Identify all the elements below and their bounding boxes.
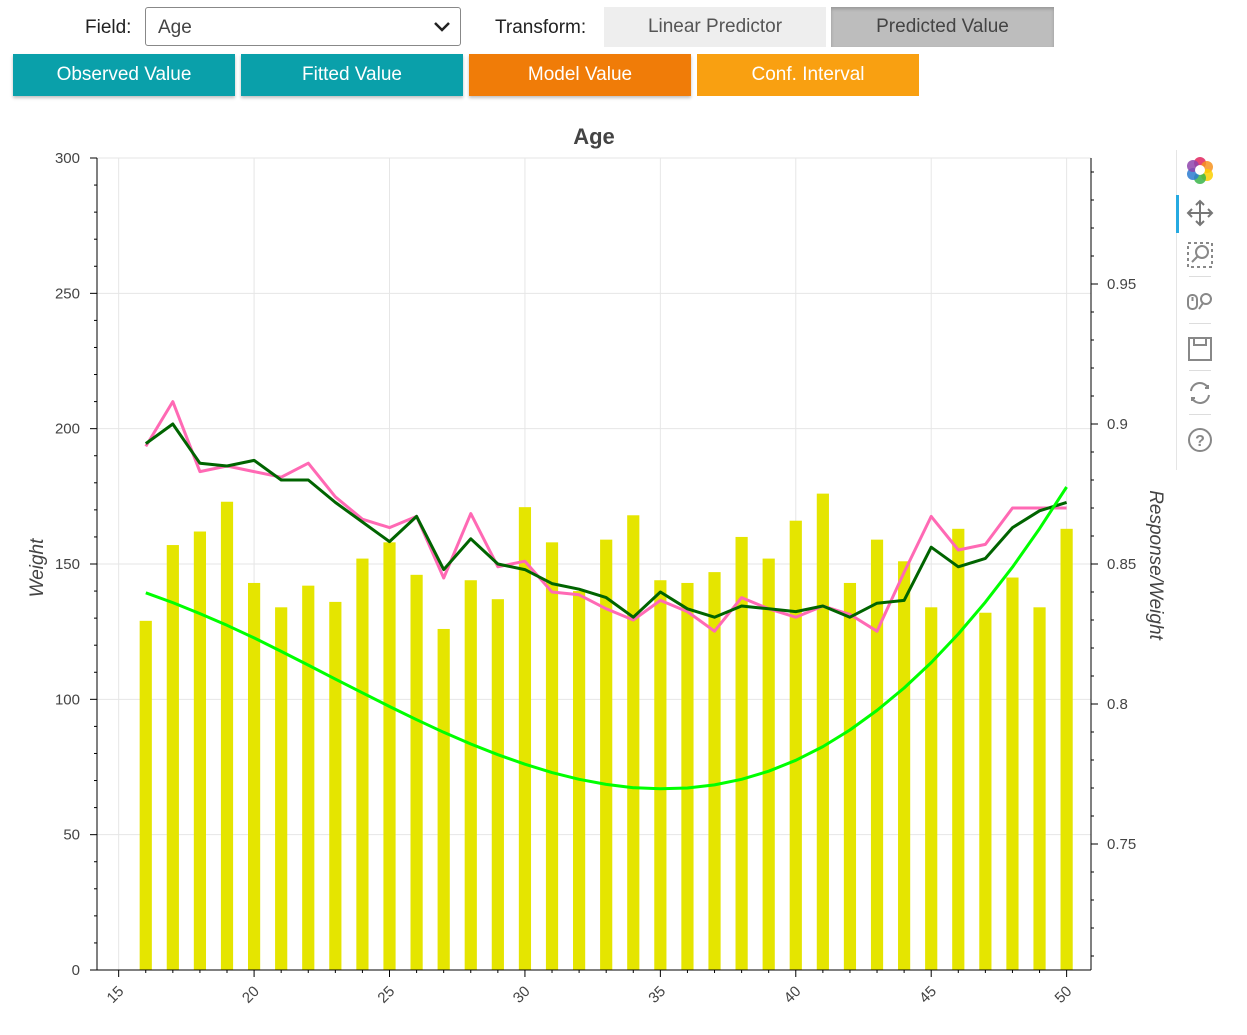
toolbar-divider [1189, 414, 1211, 415]
x-tick-label: 50 [1052, 983, 1076, 1007]
weight-bar [952, 528, 965, 970]
weight-bar [545, 542, 559, 970]
svg-text:?: ? [1195, 433, 1205, 450]
y2-tick-label: 0.9 [1107, 416, 1128, 433]
y2-tick-label: 0.85 [1107, 556, 1136, 573]
weight-bar [681, 582, 694, 970]
y-tick-label: 100 [55, 691, 80, 708]
weight-bar [356, 558, 369, 970]
weight-bar [220, 501, 234, 970]
grid [97, 157, 1091, 971]
help-icon[interactable]: ? [1185, 425, 1215, 455]
x-tick-label: 30 [510, 983, 534, 1007]
x-tick-label: 25 [374, 983, 398, 1007]
model-value-line [145, 486, 1068, 791]
weight-bar [979, 612, 992, 970]
weight-bar [573, 591, 586, 970]
predicted-value-button[interactable]: Predicted Value [831, 7, 1054, 47]
transform-label: Transform: [495, 17, 587, 38]
toolbar-divider [1189, 276, 1211, 277]
y-tick-label: 300 [55, 150, 80, 167]
line-series [144, 400, 1068, 791]
x-tick-label: 15 [104, 983, 128, 1007]
toolbar-divider [1189, 323, 1211, 324]
weight-bar [816, 493, 829, 970]
y-axis-label: Weight [27, 538, 48, 598]
linear-predictor-button[interactable]: Linear Predictor [604, 7, 826, 47]
observed-value-line [144, 400, 1067, 633]
weight-bar [464, 580, 477, 970]
weight-bar [600, 539, 613, 970]
y-tick-label: 0 [72, 962, 80, 979]
reset-icon[interactable] [1185, 378, 1215, 408]
weight-bar [275, 607, 288, 970]
x-tick-label: 45 [916, 983, 940, 1007]
weight-bar [925, 607, 938, 970]
weight-bar [627, 515, 640, 970]
toolbar-divider [1189, 370, 1211, 371]
weight-bar [193, 531, 207, 970]
pan-active-indicator [1176, 195, 1179, 233]
y2-tick-label: 0.8 [1107, 696, 1128, 713]
weight-bar [491, 599, 504, 970]
weight-bar [789, 520, 802, 970]
weight-bar [654, 580, 667, 970]
axes: 0 50 100 150 200 250 300 15 20 25 30 35 40 45 50 0.75 0.… [55, 150, 1136, 1007]
weight-bar [735, 536, 748, 970]
fitted-value-button[interactable]: Fitted Value [241, 54, 463, 96]
fitted-value-line [144, 422, 1068, 619]
y-tick-label: 150 [55, 556, 80, 573]
y2-tick-label: 0.75 [1107, 836, 1136, 853]
y-tick-label: 250 [55, 285, 80, 302]
weight-bar [898, 561, 911, 970]
field-select[interactable]: Age [145, 7, 461, 46]
y-tick-label: 50 [63, 827, 80, 844]
chevron-down-icon [432, 17, 452, 42]
weight-bar [383, 542, 396, 970]
weight-bar [1060, 528, 1073, 970]
x-tick-label: 40 [781, 983, 805, 1007]
weight-bar [1006, 577, 1019, 970]
y-tick-label: 200 [55, 421, 80, 438]
y2-tick-label: 0.95 [1107, 276, 1136, 293]
weight-bar [437, 628, 450, 970]
conf-interval-button[interactable]: Conf. Interval [697, 54, 919, 96]
x-tick-label: 20 [239, 983, 263, 1007]
weight-bar [843, 582, 857, 970]
pan-icon[interactable] [1185, 198, 1215, 228]
weight-bar [518, 507, 532, 970]
chart-title: Age [573, 124, 615, 149]
chart-toolbar: ? [1176, 150, 1223, 470]
field-select-value: Age [158, 17, 192, 38]
wheel-zoom-icon[interactable] [1185, 287, 1215, 317]
weight-bar [247, 582, 261, 970]
weight-bar [166, 545, 179, 970]
bokeh-logo-icon[interactable] [1185, 155, 1215, 185]
save-icon[interactable] [1185, 334, 1215, 364]
weight-bar [762, 558, 775, 970]
observed-value-button[interactable]: Observed Value [13, 54, 235, 96]
weight-bar [410, 574, 423, 970]
weight-bar [708, 572, 721, 970]
model-value-button[interactable]: Model Value [469, 54, 691, 96]
weight-bar [302, 585, 315, 970]
bar-series [139, 493, 1073, 970]
weight-bar [870, 539, 884, 970]
weight-bar [329, 601, 342, 970]
box-zoom-icon[interactable] [1185, 240, 1215, 270]
weight-bar [1033, 607, 1046, 970]
y2-axis-label: Response/Weight [1145, 490, 1166, 640]
weight-bar [139, 620, 152, 970]
field-label: Field: [85, 17, 132, 38]
x-tick-label: 35 [645, 983, 669, 1007]
